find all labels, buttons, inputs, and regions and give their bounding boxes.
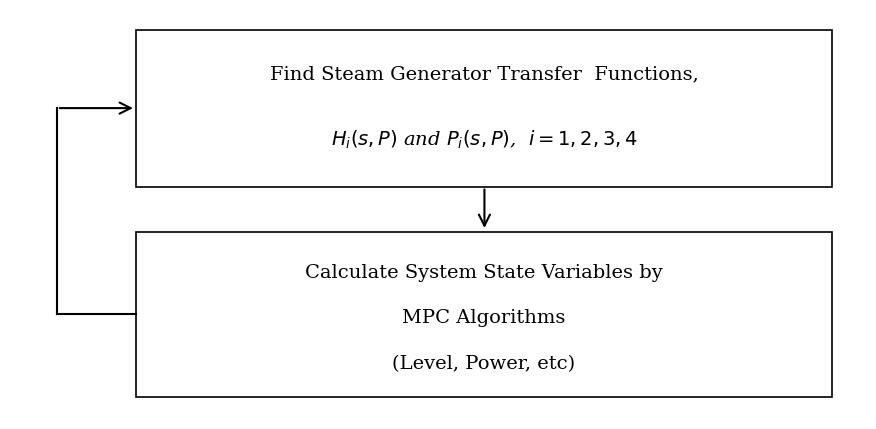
Text: (Level, Power, etc): (Level, Power, etc) xyxy=(392,355,576,373)
Text: Calculate System State Variables by: Calculate System State Variables by xyxy=(305,264,663,282)
Bar xyxy=(136,30,832,187)
Text: Find Steam Generator Transfer  Functions,: Find Steam Generator Transfer Functions, xyxy=(270,65,698,83)
Text: MPC Algorithms: MPC Algorithms xyxy=(402,308,566,326)
Text: $H_i(s,P)$ and $P_i(s,P)$,  $i=1,2,3,4$: $H_i(s,P)$ and $P_i(s,P)$, $i=1,2,3,4$ xyxy=(330,129,638,151)
Bar xyxy=(136,232,832,397)
